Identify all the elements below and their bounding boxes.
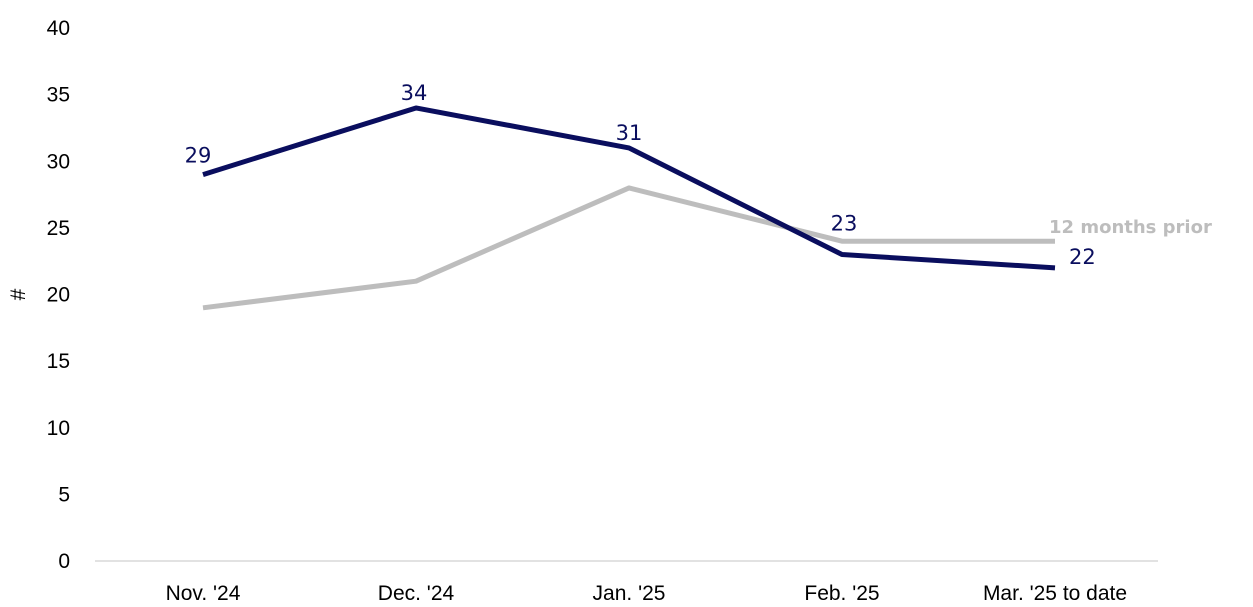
x-tick-label: Nov. '24 [166, 582, 241, 605]
x-tick-label: Mar. '25 to date [983, 582, 1127, 605]
series-lines [202, 105, 1056, 311]
data-label: 34 [401, 81, 428, 105]
series-label-12-months-prior: 12 months prior [1049, 217, 1212, 238]
data-label: 23 [831, 212, 858, 236]
y-tick-label: 25 [47, 217, 70, 240]
y-tick-label: 35 [47, 84, 70, 107]
y-tick-label: 10 [47, 417, 70, 440]
y-tick-label: 5 [58, 483, 70, 506]
data-label: 22 [1069, 245, 1096, 269]
y-tick-label: 40 [47, 17, 70, 40]
data-label: 29 [185, 144, 212, 168]
x-tick-label: Jan. '25 [593, 582, 666, 605]
x-tick-label: Feb. '25 [804, 582, 879, 605]
series-line-12-months-prior [202, 185, 1055, 311]
series-line-main [202, 105, 1056, 271]
data-labels: 29 34 31 23 22 [185, 81, 1096, 269]
y-axis-label: # [7, 288, 30, 300]
y-axis-ticks: 0 5 10 15 20 25 30 35 40 [47, 17, 70, 573]
y-tick-label: 20 [47, 284, 70, 307]
y-tick-label: 30 [47, 150, 70, 173]
x-axis-ticks: Nov. '24 Dec. '24 Jan. '25 Feb. '25 Mar. '25… [166, 582, 1127, 605]
y-tick-label: 0 [58, 550, 70, 573]
data-label: 31 [616, 121, 643, 145]
y-tick-label: 15 [47, 350, 70, 373]
x-tick-label: Dec. '24 [378, 582, 455, 605]
